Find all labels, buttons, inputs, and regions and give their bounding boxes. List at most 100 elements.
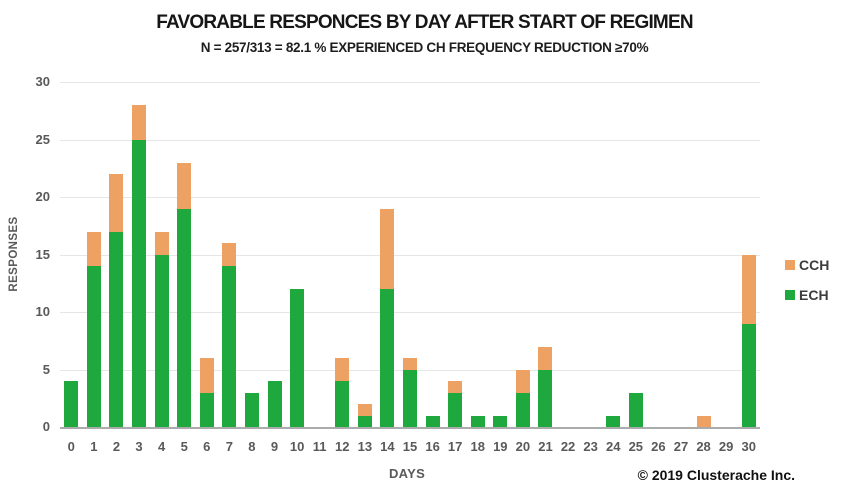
bar-segment-cch-day-12 (335, 358, 350, 381)
y-tick-20: 20 (35, 189, 50, 204)
x-tick-13: 13 (357, 439, 373, 454)
bar-day-17 (448, 381, 463, 427)
bar-day-4 (154, 231, 169, 427)
legend-swatch-ech-icon (785, 290, 795, 300)
x-tick-30: 30 (741, 439, 756, 454)
bar-day-1 (86, 231, 101, 427)
chart-title: FAVORABLE RESPONCES BY DAY AFTER START O… (156, 12, 693, 33)
legend-swatch-cch-icon (785, 260, 795, 270)
bar-day-19 (493, 415, 508, 427)
bar-day-15 (403, 358, 417, 427)
bar-day-24 (606, 415, 621, 427)
bar-day-5 (177, 162, 192, 427)
x-tick-10: 10 (289, 439, 305, 454)
bar-segment-ech-day-0 (64, 381, 79, 427)
legend-item-cch: CCH (785, 257, 829, 273)
y-axis-ticks: 0 5 10 15 20 25 30 (24, 74, 50, 434)
bar-segment-ech-day-16 (425, 415, 440, 427)
bar-segment-ech-day-13 (357, 415, 372, 427)
x-tick-25: 25 (628, 439, 644, 454)
gridline-10 (60, 312, 760, 313)
x-tick-6: 6 (203, 439, 211, 454)
x-tick-15: 15 (402, 439, 418, 454)
x-tick-26: 26 (651, 439, 666, 454)
bar-segment-cch-day-20 (515, 369, 530, 393)
y-tick-25: 25 (35, 131, 50, 147)
x-axis-title: DAYS (388, 466, 426, 481)
x-tick-8: 8 (248, 439, 256, 454)
y-tick-5: 5 (42, 361, 50, 377)
bar-segment-ech-day-4 (154, 254, 169, 427)
bar-segment-ech-day-8 (244, 392, 259, 427)
x-tick-7: 7 (225, 439, 233, 454)
bar-segment-cch-day-3 (132, 105, 147, 140)
y-tick-0: 0 (42, 419, 50, 434)
bar-segment-ech-day-6 (199, 392, 214, 427)
x-tick-2: 2 (112, 439, 121, 454)
x-tick-18: 18 (470, 439, 485, 454)
x-tick-5: 5 (180, 439, 188, 454)
bar-segment-ech-day-7 (222, 266, 237, 427)
bar-segment-cch-day-28 (696, 415, 711, 427)
bar-day-6 (199, 358, 214, 427)
bar-segment-ech-day-3 (132, 139, 147, 427)
x-tick-4: 4 (157, 439, 166, 454)
bar-segment-cch-day-7 (222, 243, 237, 266)
bar-segment-ech-day-30 (741, 323, 756, 427)
bar-segment-cch-day-13 (357, 404, 372, 416)
gridline-30 (60, 82, 760, 83)
bar-day-12 (335, 358, 350, 427)
bar-day-10 (290, 289, 305, 427)
x-tick-0: 0 (67, 439, 75, 454)
bar-day-16 (425, 415, 440, 427)
bar-segment-cch-day-17 (448, 381, 463, 393)
x-axis-ticks: 0 1 2 3 4 5 6 7 8 9 10 11 12 13 14 15 16 17 18 19 20 21 22 23 24… (60, 439, 760, 455)
bar-segment-ech-day-17 (448, 392, 463, 427)
bar-segment-ech-day-2 (109, 231, 124, 427)
bar-day-20 (515, 369, 530, 427)
bar-segment-ech-day-18 (470, 415, 485, 427)
x-tick-20: 20 (515, 439, 531, 454)
x-tick-16: 16 (425, 439, 440, 454)
bar-day-14 (380, 208, 395, 427)
bar-segment-cch-day-6 (199, 358, 214, 393)
bar-day-21 (538, 346, 553, 427)
bar-segment-ech-day-15 (403, 369, 417, 427)
copyright: © 2019 Clusterache Inc. (637, 467, 795, 483)
gridline-15 (60, 254, 760, 256)
bar-day-28 (696, 415, 711, 427)
legend-item-ech: ECH (785, 287, 829, 303)
x-tick-17: 17 (447, 439, 463, 454)
legend: CCH ECH (785, 257, 829, 317)
x-tick-1: 1 (90, 439, 98, 454)
gridline-25 (60, 139, 760, 141)
bar-segment-ech-day-25 (628, 392, 643, 427)
bar-segment-cch-day-15 (403, 358, 417, 370)
bar-segment-ech-day-1 (86, 266, 101, 427)
bar-segment-ech-day-24 (606, 415, 621, 427)
x-tick-3: 3 (135, 439, 143, 454)
bar-day-9 (267, 381, 282, 427)
bar-segment-ech-day-20 (515, 392, 530, 427)
bar-segment-cch-day-14 (380, 208, 395, 289)
bar-segment-ech-day-12 (335, 381, 350, 427)
gridline-20 (60, 197, 760, 198)
x-tick-14: 14 (380, 439, 395, 454)
x-tick-21: 21 (538, 439, 553, 454)
legend-label-ech: ECH (799, 287, 829, 303)
x-tick-24: 24 (605, 439, 621, 454)
x-tick-12: 12 (335, 439, 350, 454)
bar-segment-ech-day-19 (493, 415, 508, 427)
bar-day-18 (470, 415, 485, 427)
bar-day-3 (132, 105, 147, 427)
chart-subtitle: N = 257/313 = 82.1 % EXPERIENCED CH FREQ… (200, 40, 649, 55)
x-tick-19: 19 (493, 439, 508, 454)
bar-day-25 (628, 392, 643, 427)
bar-segment-ech-day-21 (538, 369, 553, 427)
bar-day-0 (64, 381, 79, 427)
plot-area (60, 82, 760, 429)
bar-segment-ech-day-14 (380, 289, 395, 427)
x-tick-28: 28 (696, 439, 711, 454)
x-tick-23: 23 (583, 439, 598, 454)
